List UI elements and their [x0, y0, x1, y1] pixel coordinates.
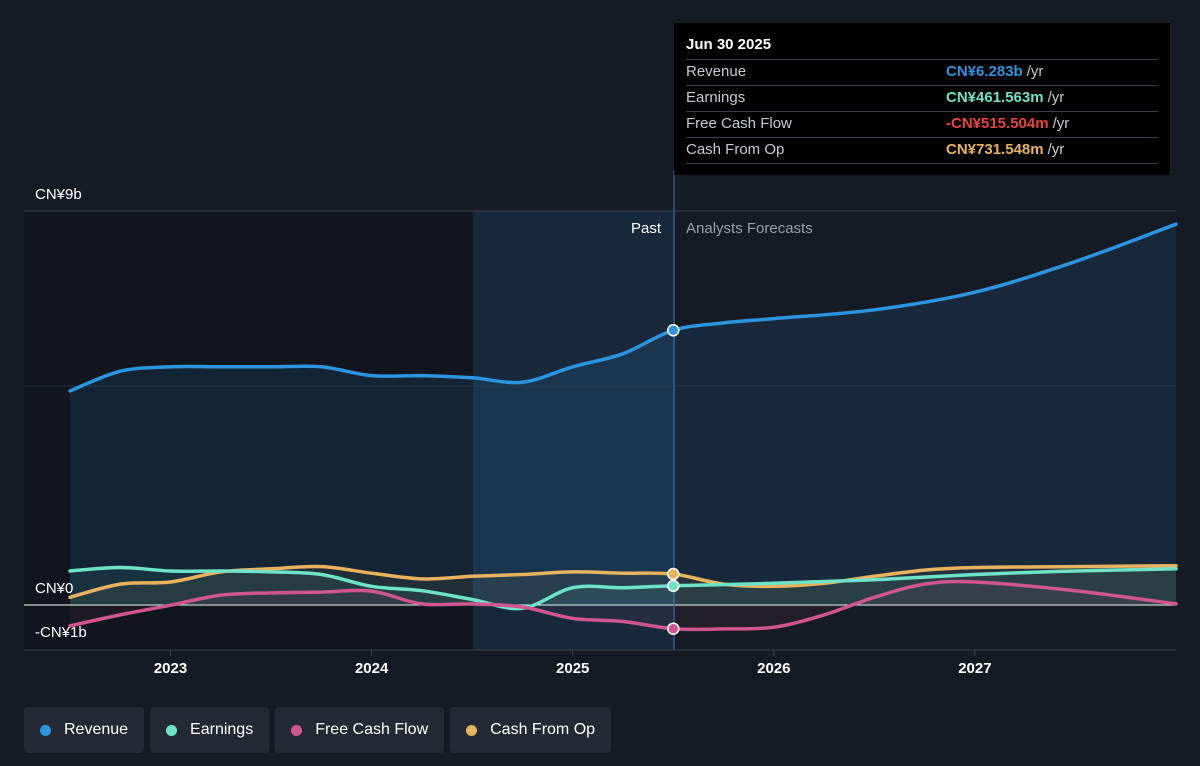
past-label: Past — [631, 220, 662, 237]
free-cash-flow-marker[interactable] — [667, 622, 680, 635]
legend-free-cash-flow-button[interactable]: Free Cash Flow — [275, 707, 445, 753]
tooltip-label: Free Cash Flow — [686, 115, 792, 132]
legend-label: Earnings — [190, 721, 254, 738]
legend-dot-icon — [291, 724, 303, 736]
cash-from-op-area — [70, 565, 1176, 607]
chart-area: CN¥9b CN¥0 -CN¥1b Past Analysts Forecast… — [24, 170, 1178, 677]
legend-dot-icon — [466, 724, 478, 736]
legend-label: Cash From Op — [490, 721, 596, 738]
x-tick-label-2023: 2023 — [154, 660, 187, 677]
revenue-marker[interactable] — [667, 324, 680, 337]
x-tick-label-2024: 2024 — [355, 660, 389, 677]
x-tick-label-2026: 2026 — [757, 660, 790, 677]
y-label-bottom: -CN¥1b — [35, 624, 87, 641]
legend-label: Free Cash Flow — [315, 721, 429, 738]
forecast-label: Analysts Forecasts — [686, 220, 813, 237]
tooltip-unit: /yr — [1026, 63, 1044, 80]
free-cash-flow-line — [68, 579, 1178, 632]
legend-dot-icon — [40, 724, 51, 736]
x-tick-label-2027: 2027 — [958, 660, 991, 677]
tooltip-value: CN¥6.283b — [946, 63, 1023, 80]
tooltip-label: Earnings — [686, 89, 746, 106]
free-cash-flow-area — [70, 581, 1176, 630]
past-highlight-region — [473, 211, 675, 650]
tooltip-value: CN¥461.563m — [946, 89, 1044, 106]
tooltip-unit: /yr — [1047, 141, 1065, 158]
tooltip-unit: /yr — [1047, 89, 1065, 106]
legend-label: Revenue — [64, 721, 129, 738]
tooltip-value: -CN¥515.504m — [946, 115, 1049, 132]
revenue-line — [68, 222, 1178, 393]
tooltip: Jun 30 2025 Revenue CN¥6.283b/yr Earnings C… — [674, 23, 1170, 175]
earnings-marker[interactable] — [667, 579, 680, 593]
tooltip-row-earnings: Earnings CN¥461.563m/yr — [686, 85, 1158, 111]
x-tick-label-2025: 2025 — [556, 660, 589, 677]
tooltip-unit: /yr — [1052, 115, 1070, 132]
legend-revenue-button[interactable]: Revenue — [24, 707, 145, 753]
tooltip-row-revenue: Revenue CN¥6.283b/yr — [686, 59, 1158, 85]
legend-earnings-button[interactable]: Earnings — [150, 707, 270, 753]
tooltip-row-cash-from-op: Cash From Op CN¥731.548m/yr — [686, 137, 1158, 164]
tooltip-date: Jun 30 2025 — [686, 36, 772, 53]
tooltip-value: CN¥731.548m — [946, 141, 1044, 158]
tooltip-label: Revenue — [686, 63, 747, 80]
legend-dot-icon — [166, 724, 178, 736]
legend: Revenue Earnings Free Cash Flow Cash From O… — [24, 707, 612, 753]
tooltip-label: Cash From Op — [686, 141, 785, 158]
revenue-area — [70, 224, 1176, 607]
earnings-line — [68, 565, 1178, 611]
y-label-zero: CN¥0 — [35, 580, 73, 597]
cash-from-op-marker[interactable] — [667, 567, 680, 581]
legend-cash-from-op-button[interactable]: Cash From Op — [450, 707, 612, 753]
y-label-top: CN¥9b — [35, 186, 82, 203]
tooltip-row-free-cash-flow: Free Cash Flow -CN¥515.504m/yr — [686, 111, 1158, 137]
